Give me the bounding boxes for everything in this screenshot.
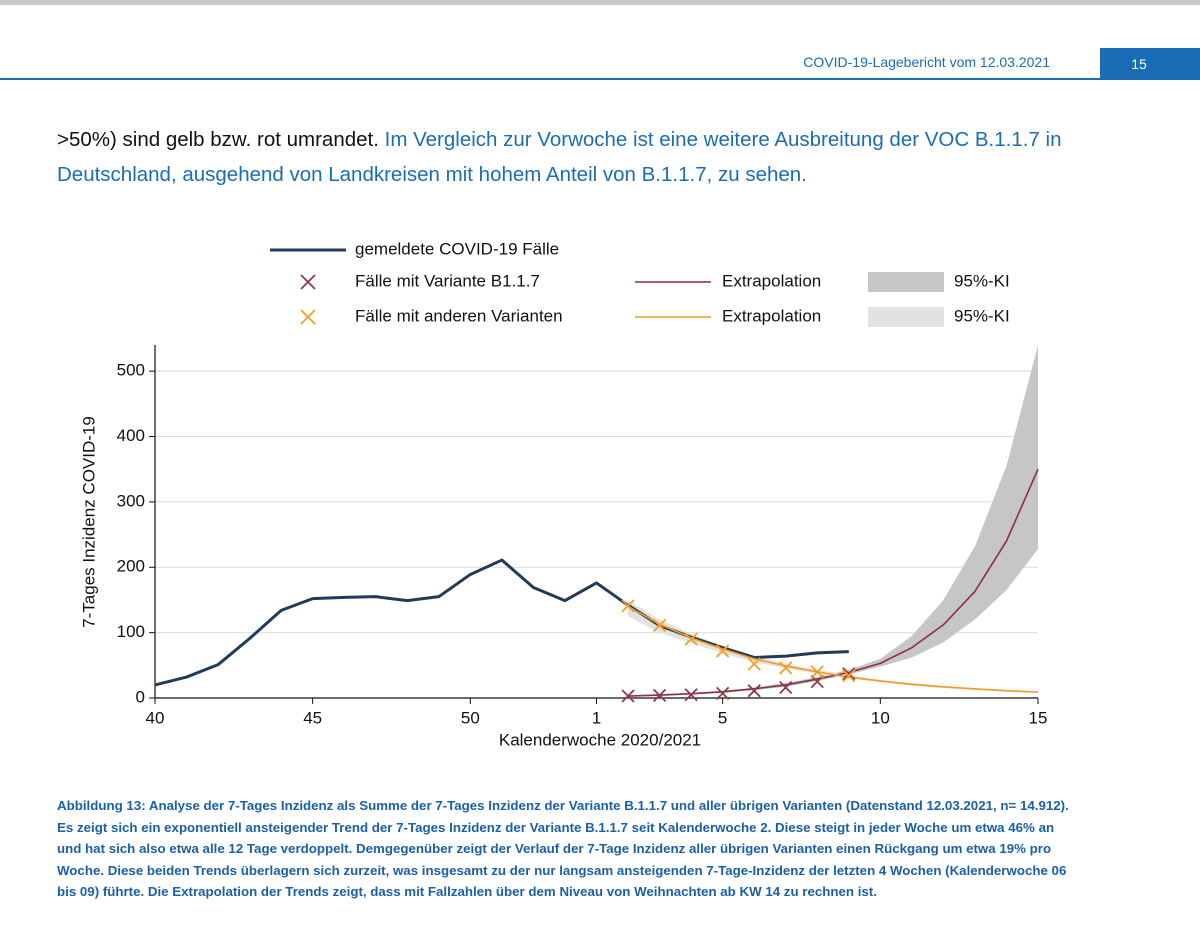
legend-label: gemeldete COVID-19 Fälle <box>355 239 559 258</box>
header-rule <box>0 78 1200 80</box>
x-tick-label: 10 <box>871 708 890 727</box>
x-tick-label: 50 <box>461 708 480 727</box>
page-number: 15 <box>1131 56 1147 72</box>
header-title: COVID-19-Lagebericht vom 12.03.2021 <box>803 54 1050 70</box>
x-marker <box>684 632 698 646</box>
paragraph-text: Im Vergleich zur Vorwoche ist eine weite… <box>57 128 1062 186</box>
page-number-box <box>1100 48 1200 80</box>
x-tick-label: 5 <box>718 708 727 727</box>
x-marker <box>716 686 730 701</box>
line <box>628 468 1039 697</box>
legend-swatch <box>868 307 944 327</box>
y-tick-label: 500 <box>117 361 145 380</box>
legend-label: Extrapolation <box>722 306 821 325</box>
x-axis-label: Kalenderwoche 2020/2021 <box>499 730 701 749</box>
figure-caption: Abbildung 13: Analyse der 7-Tages Inzide… <box>57 798 1069 899</box>
legend-swatch <box>868 272 944 292</box>
legend-swatch <box>300 274 316 290</box>
x-marker <box>810 675 824 689</box>
y-tick-label: 0 <box>136 687 145 706</box>
x-marker <box>621 689 635 703</box>
x-marker <box>842 667 856 681</box>
paragraph-text: >50%) sind gelb bzw. rot umrandet. <box>57 128 379 151</box>
x-marker <box>716 644 730 658</box>
legend-label: Fälle mit anderen Varianten <box>355 306 563 325</box>
legend-swatch <box>300 309 316 325</box>
line <box>154 558 849 687</box>
legend-label: Extrapolation <box>722 271 821 290</box>
x-tick-label: 1 <box>592 708 601 727</box>
x-tick-label: 45 <box>303 708 322 727</box>
x-marker <box>684 688 698 702</box>
x-marker <box>810 665 824 679</box>
legend-label: Fälle mit Variante B1.1.7 <box>355 271 540 290</box>
top-rule <box>0 0 1200 5</box>
x-marker <box>621 599 635 613</box>
x-marker <box>842 669 856 683</box>
y-tick-label: 100 <box>117 622 145 641</box>
x-tick-label: 15 <box>1029 708 1048 727</box>
paragraph: >50%) sind gelb bzw. rot umrandet. Im Ve… <box>57 122 1067 192</box>
x-marker <box>652 688 667 703</box>
confidence-band <box>628 345 1038 697</box>
x-marker <box>747 684 761 698</box>
y-tick-label: 400 <box>117 426 145 445</box>
legend-label: 95%-KI <box>954 271 1010 290</box>
y-axis-label: 7-Tages Inzidenz COVID-19 <box>79 416 98 628</box>
x-marker <box>779 661 793 675</box>
x-marker <box>747 657 761 671</box>
y-tick-label: 300 <box>117 491 145 510</box>
legend-label: 95%-KI <box>954 306 1010 325</box>
y-tick-label: 200 <box>117 557 145 576</box>
x-marker <box>779 680 793 695</box>
line <box>627 605 1039 693</box>
x-marker <box>652 618 667 633</box>
x-tick-label: 40 <box>146 708 165 727</box>
